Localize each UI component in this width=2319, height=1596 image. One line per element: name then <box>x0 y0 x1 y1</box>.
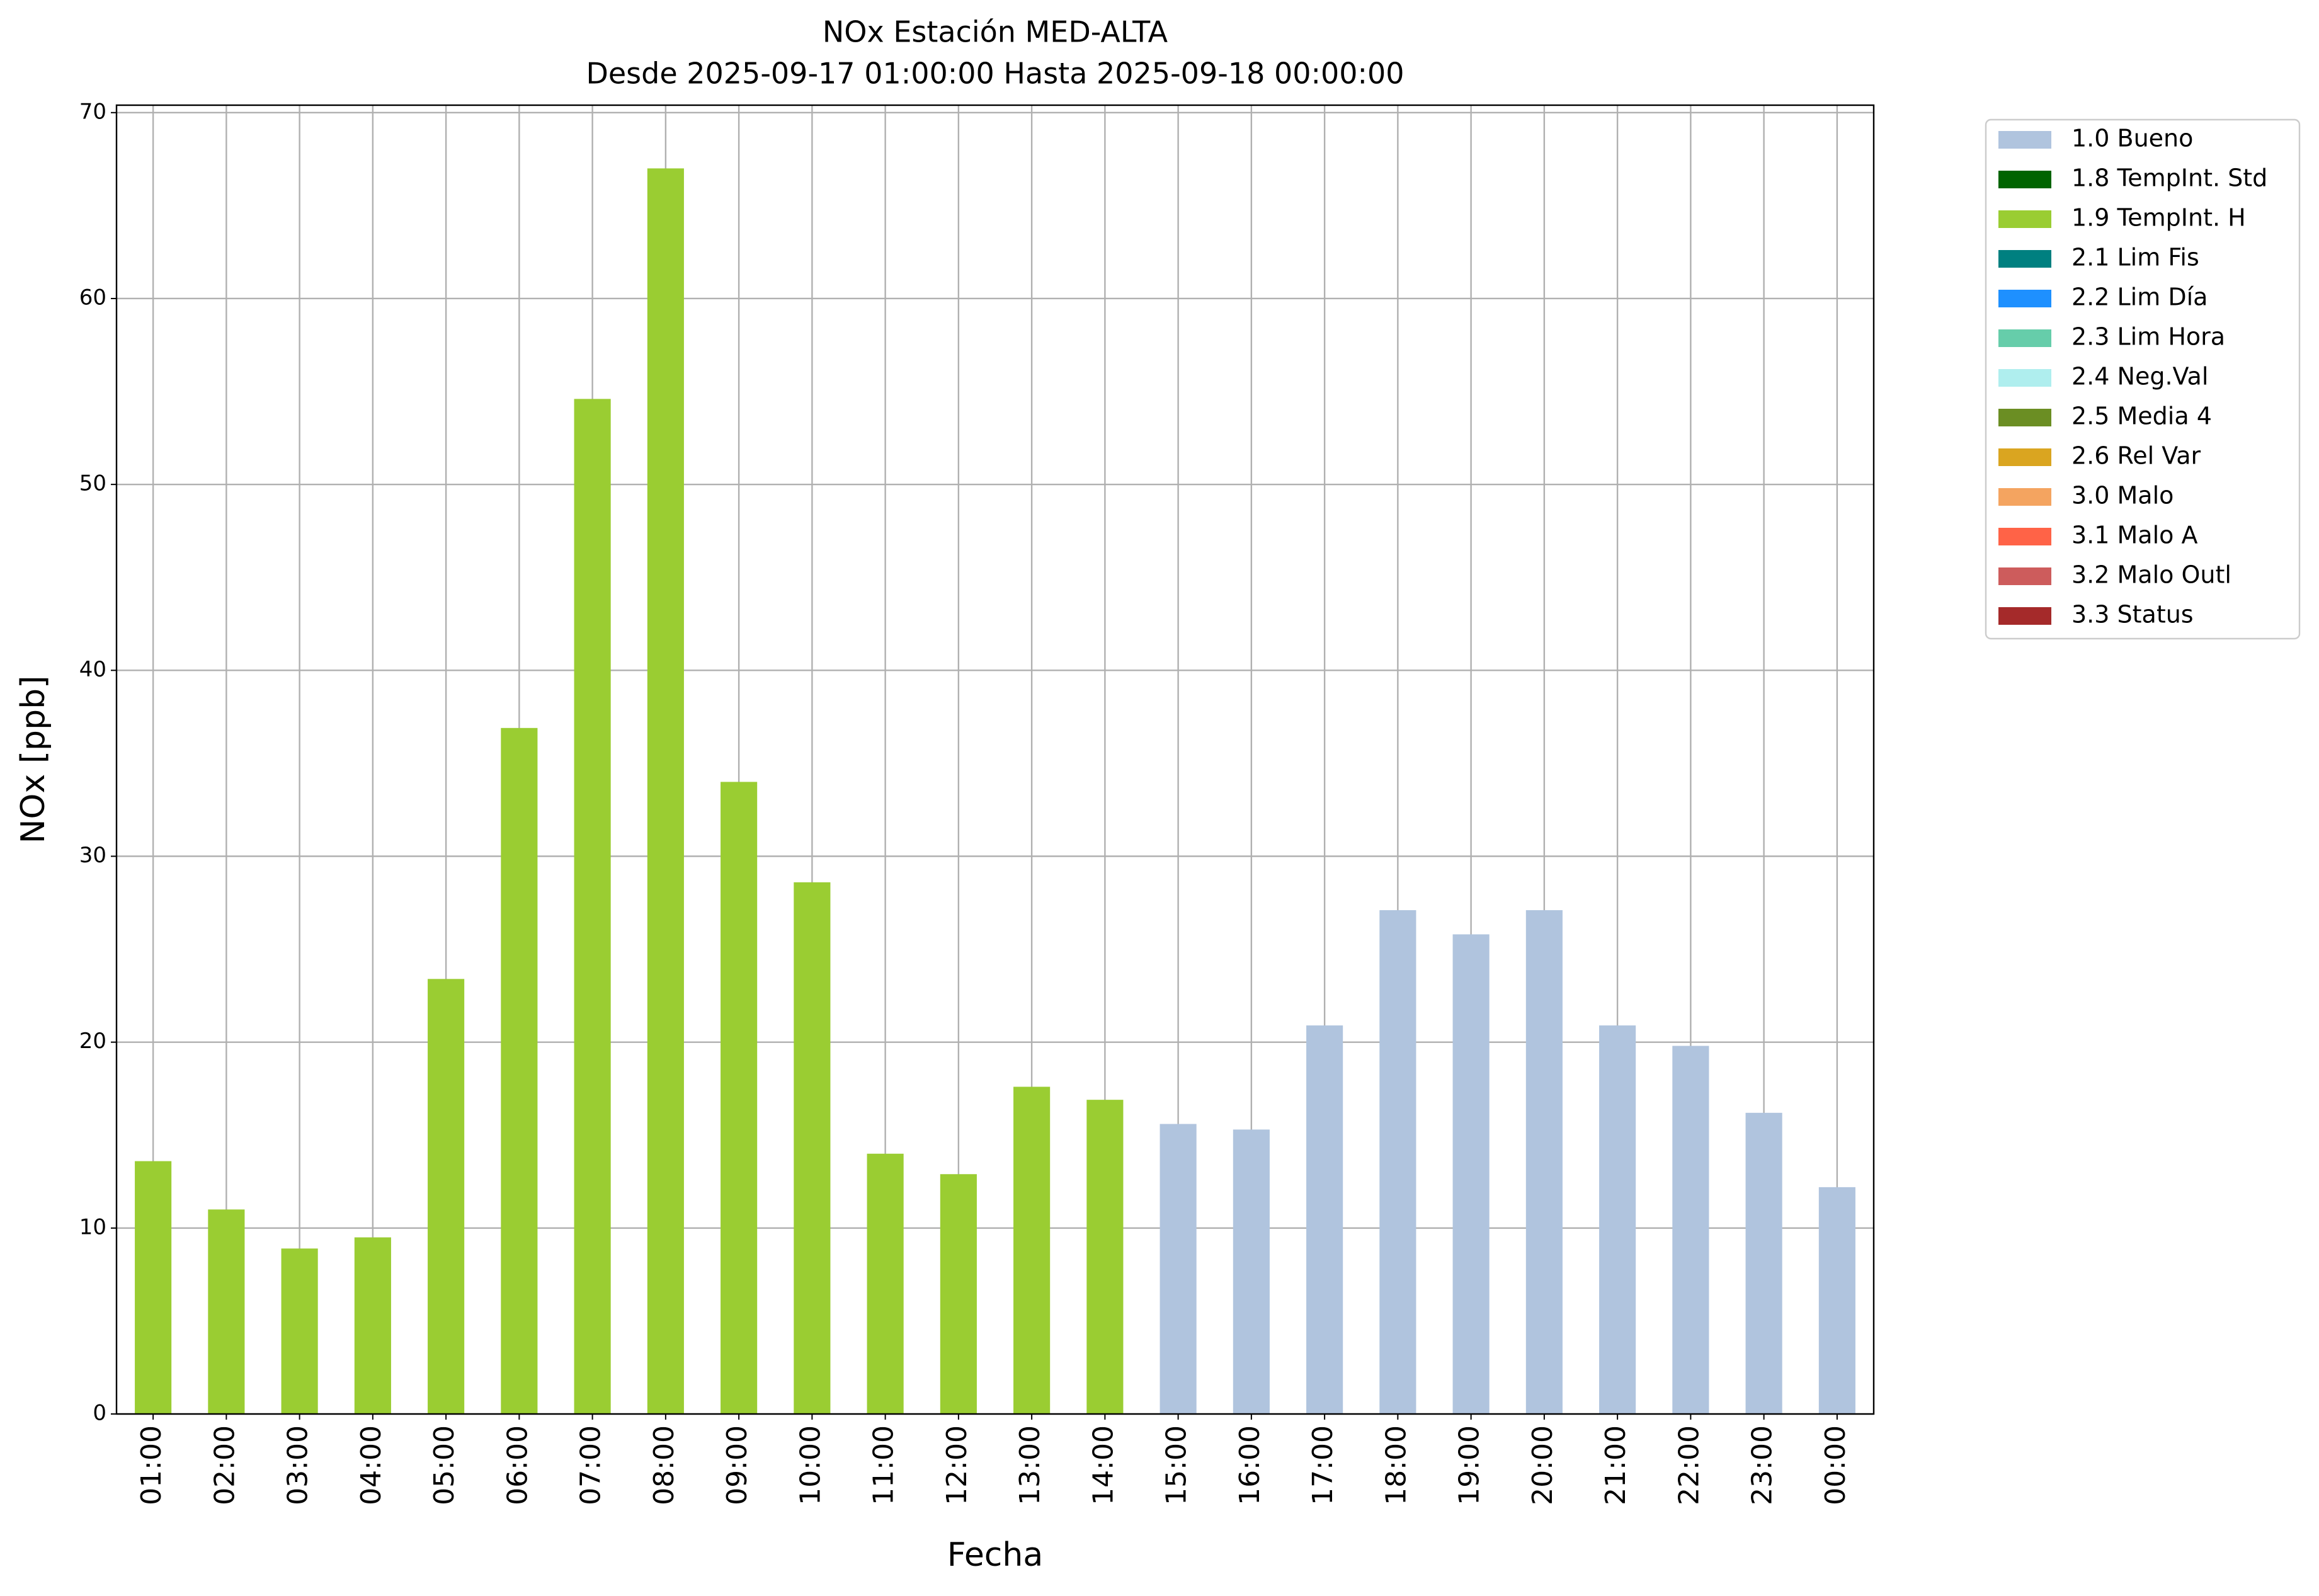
bar <box>1599 1025 1636 1414</box>
legend-swatch <box>1998 290 2051 307</box>
x-tick-label: 20:00 <box>1527 1425 1559 1505</box>
bar <box>940 1174 977 1414</box>
legend-swatch <box>1998 131 2051 149</box>
legend-swatch <box>1998 369 2051 387</box>
bar <box>208 1209 245 1414</box>
legend-label: 1.8 TempInt. Std <box>2071 164 2267 192</box>
legend-label: 2.2 Lim Día <box>2071 283 2208 311</box>
axes-frame <box>115 104 1875 1415</box>
bar <box>1745 1112 1782 1414</box>
bar <box>1452 934 1490 1414</box>
legend-swatch <box>1998 171 2051 188</box>
bar <box>574 399 611 1414</box>
legend-swatch <box>1998 448 2051 466</box>
legend-label: 2.4 Neg.Val <box>2071 363 2208 390</box>
legend-label: 2.5 Media 4 <box>2071 402 2212 430</box>
bar <box>794 882 831 1414</box>
bar <box>428 979 465 1414</box>
legend-label: 2.6 Rel Var <box>2071 442 2201 470</box>
legend-label: 2.3 Lim Hora <box>2071 323 2225 351</box>
plot-area <box>117 105 1874 1415</box>
legend-swatch <box>1998 329 2051 347</box>
legend-swatch <box>1998 528 2051 545</box>
x-tick-label: 04:00 <box>355 1425 387 1505</box>
legend-label: 3.1 Malo A <box>2071 522 2197 549</box>
x-tick-label: 06:00 <box>501 1425 533 1505</box>
bar <box>647 168 684 1415</box>
x-tick-label: 17:00 <box>1307 1425 1339 1505</box>
bar <box>721 782 758 1414</box>
x-tick-label: 08:00 <box>648 1425 680 1505</box>
legend-swatch <box>1998 250 2051 268</box>
x-tick-label: 23:00 <box>1746 1425 1779 1505</box>
legend: 1.0 Bueno 1.8 TempInt. Std 1.9 TempInt. H 2… <box>1998 125 2267 629</box>
legend-swatch <box>1998 488 2051 506</box>
y-tick-label: 10 <box>79 1214 106 1240</box>
y-tick-label: 60 <box>79 285 106 310</box>
y-tick-label: 0 <box>93 1401 106 1426</box>
x-tick-label: 03:00 <box>282 1425 314 1505</box>
x-tick-label: 14:00 <box>1087 1425 1119 1505</box>
y-tick-label: 20 <box>79 1029 106 1054</box>
legend-swatch <box>1998 567 2051 585</box>
bar <box>1525 910 1563 1414</box>
legend-swatch <box>1998 210 2051 228</box>
bar <box>1086 1100 1124 1414</box>
y-tick-label: 70 <box>79 99 106 124</box>
x-tick-label: 18:00 <box>1380 1425 1412 1505</box>
x-tick-label: 22:00 <box>1673 1425 1705 1505</box>
x-tick-label: 16:00 <box>1234 1425 1266 1505</box>
x-tick-label: 19:00 <box>1454 1425 1486 1505</box>
bar <box>1379 910 1416 1414</box>
legend-label: 1.9 TempInt. H <box>2071 204 2246 232</box>
y-tick-label: 30 <box>79 843 106 868</box>
legend-swatch <box>1998 607 2051 625</box>
x-tick-label: 12:00 <box>941 1425 973 1505</box>
bar <box>867 1153 904 1414</box>
x-tick-label: 13:00 <box>1014 1425 1046 1505</box>
legend-label: 3.3 Status <box>2071 601 2194 629</box>
x-tick-label: 01:00 <box>135 1425 168 1505</box>
legend-label: 3.2 Malo Outl <box>2071 561 2231 589</box>
x-tick-label: 11:00 <box>868 1425 900 1505</box>
y-axis-label: NOx [ppb] <box>14 676 52 844</box>
x-tick-label: 10:00 <box>794 1425 826 1505</box>
legend-label: 1.0 Bueno <box>2071 125 2193 152</box>
chart-subtitle: Desde 2025-09-17 01:00:00 Hasta 2025-09-… <box>586 57 1404 91</box>
bar <box>1306 1025 1343 1414</box>
bar <box>135 1161 172 1414</box>
bar <box>281 1248 318 1414</box>
y-tick-label: 50 <box>79 471 106 496</box>
bar <box>1818 1187 1855 1414</box>
legend-frame <box>1985 118 2301 640</box>
legend-label: 2.1 Lim Fis <box>2071 244 2199 271</box>
legend-swatch <box>1998 409 2051 426</box>
bar <box>1160 1124 1197 1414</box>
x-axis-label: Fecha <box>947 1536 1043 1574</box>
bar <box>1672 1046 1709 1414</box>
x-tick-label: 21:00 <box>1600 1425 1632 1505</box>
bar <box>501 727 538 1414</box>
x-tick-label: 05:00 <box>428 1425 460 1505</box>
x-tick-label: 09:00 <box>721 1425 753 1505</box>
legend-label: 3.0 Malo <box>2071 482 2174 510</box>
bar <box>1233 1129 1270 1414</box>
x-tick-label: 15:00 <box>1161 1425 1193 1505</box>
chart-title: NOx Estación MED-ALTA <box>823 15 1168 49</box>
y-tick-label: 40 <box>79 657 106 682</box>
bar <box>1013 1086 1051 1414</box>
x-tick-label: 00:00 <box>1820 1425 1852 1505</box>
x-tick-label: 02:00 <box>208 1425 241 1505</box>
x-tick-label: 07:00 <box>575 1425 607 1505</box>
bar <box>354 1237 391 1414</box>
